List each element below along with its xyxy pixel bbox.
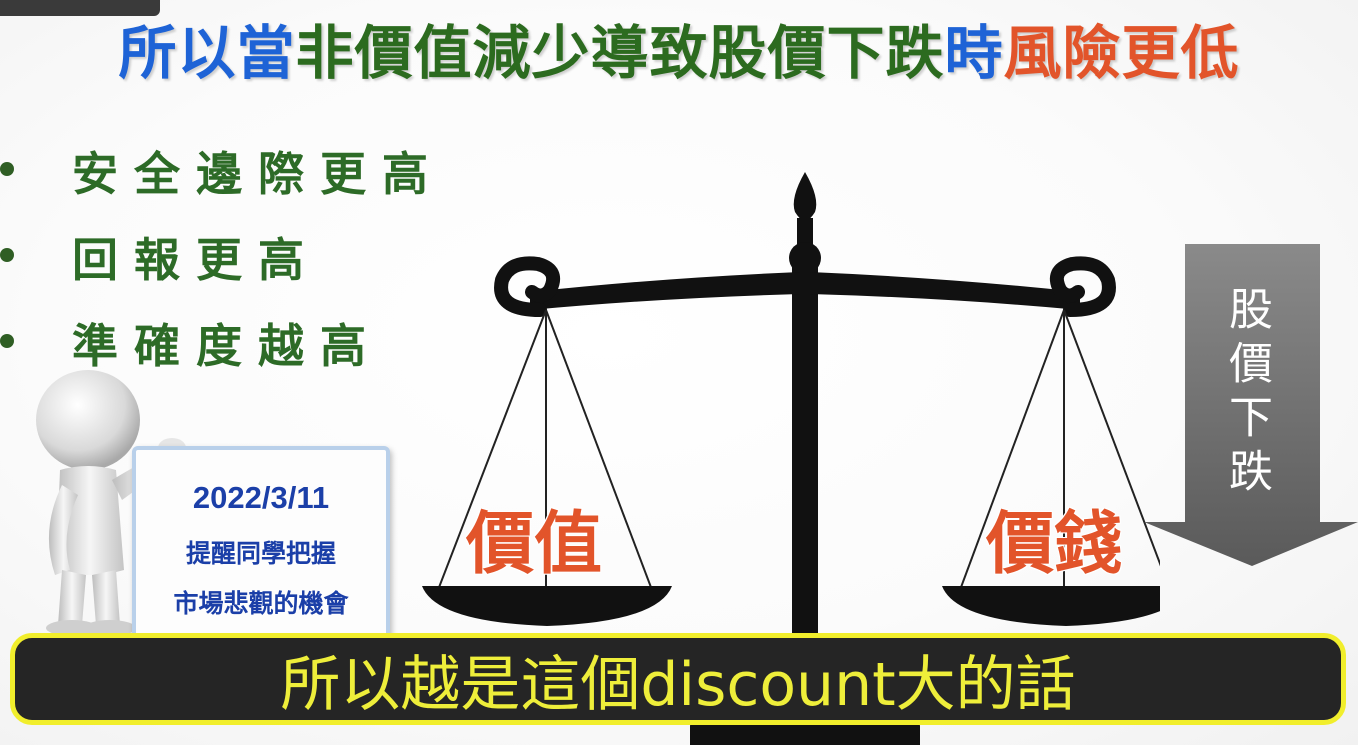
right-pan-label: 價錢 <box>986 488 1122 587</box>
slide-title: 所以當非價值減少導致股價下跌時風險更低 <box>0 6 1358 90</box>
note-card-line-1: 提醒同學把握 <box>136 534 386 570</box>
note-card-line-2: 市場悲觀的機會 <box>136 584 386 620</box>
title-part-2: 非價值減少導致股價下跌 <box>295 19 944 87</box>
bullet-text: 回報更高 <box>72 224 320 290</box>
left-pan-label: 價值 <box>466 488 602 587</box>
bullet-dot-icon <box>0 334 14 348</box>
bullet-text: 準確度越高 <box>72 310 382 376</box>
subtitle-caption: 所以越是這個discount大的話 <box>10 633 1346 725</box>
bullet-dot-icon <box>0 162 14 176</box>
arrow-label: 股價下跌 <box>1225 286 1275 502</box>
bullet-text: 安全邊際更高 <box>72 138 444 204</box>
scale-base <box>690 722 920 745</box>
title-part-3: 時 <box>945 19 1004 87</box>
note-card-date: 2022/3/11 <box>136 480 386 516</box>
title-part-4: 風險更低 <box>1004 19 1240 87</box>
bullet-dot-icon <box>0 248 14 262</box>
note-card: 2022/3/11 提醒同學把握 市場悲觀的機會 <box>132 446 390 640</box>
subtitle-text: 所以越是這個discount大的話 <box>280 636 1075 723</box>
title-part-1: 所以當 <box>118 19 295 87</box>
